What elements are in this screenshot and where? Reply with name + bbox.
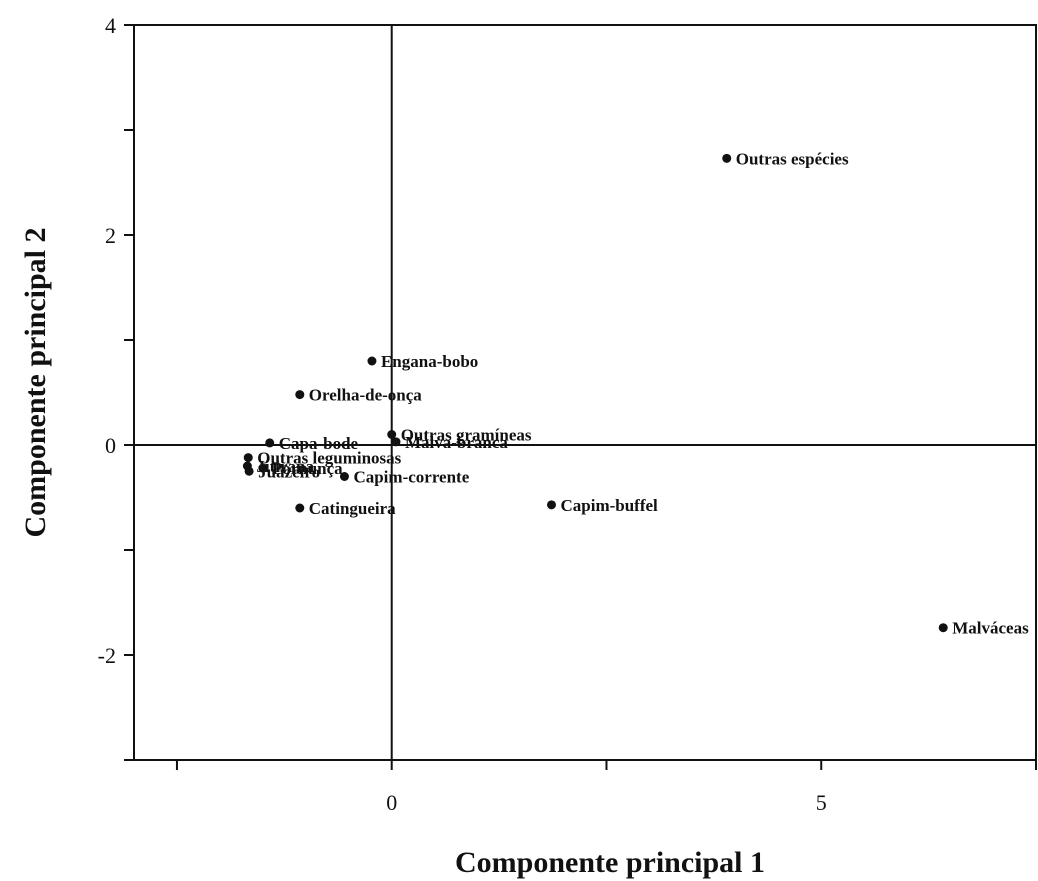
data-point-label: Malva-branca: [405, 433, 508, 452]
x-axis-title: Componente principal 1: [455, 846, 765, 879]
data-point: [391, 437, 401, 447]
data-point-label: Orelha-de-onça: [309, 386, 423, 405]
data-point: [243, 453, 253, 463]
y-tick-label: 4: [105, 13, 116, 38]
plot-frame: [133, 24, 1037, 761]
data-point: [295, 503, 305, 513]
y-axis-title: Componente principal 2: [19, 227, 52, 537]
data-point-label: Malváceas: [952, 619, 1029, 638]
data-point-label: Jitirana: [256, 457, 314, 476]
data-point-label: Juazeiro: [258, 462, 320, 481]
data-point-label: Capim-buffel: [560, 496, 658, 515]
data-point-label: Outras gramíneas: [401, 426, 532, 445]
data-point-label: Capa-bode: [279, 434, 359, 453]
data-point: [339, 472, 349, 481]
ticks-layer: 0 5 -2 0 2 4: [98, 13, 1037, 815]
y-tick-label: -2: [98, 643, 116, 668]
data-point: [387, 430, 397, 439]
y-tick-label: 2: [105, 223, 116, 248]
data-point: [265, 438, 275, 448]
data-point: [367, 356, 377, 366]
data-point-label: Capim-corrente: [353, 468, 469, 487]
data-point: [244, 466, 254, 476]
data-point-label: Outras leguminosas: [257, 449, 401, 468]
data-point-label: Pornunça: [272, 459, 343, 478]
data-point: [546, 500, 556, 510]
data-point: [722, 153, 732, 163]
y-tick-label: 0: [105, 433, 116, 458]
data-point: [938, 623, 948, 633]
points-layer: Outras espécies Engana-bobo Orelha-de-onça…: [242, 149, 1029, 638]
x-tick-label: 0: [386, 790, 397, 815]
plot-frame-layer: [133, 24, 1037, 761]
data-point: [258, 463, 268, 473]
data-point-label: Engana-bobo: [381, 352, 478, 371]
data-point: [295, 390, 305, 400]
data-point-label: Outras espécies: [736, 149, 849, 168]
x-tick-label: 5: [816, 790, 827, 815]
data-point-label: Catingueira: [309, 499, 396, 518]
